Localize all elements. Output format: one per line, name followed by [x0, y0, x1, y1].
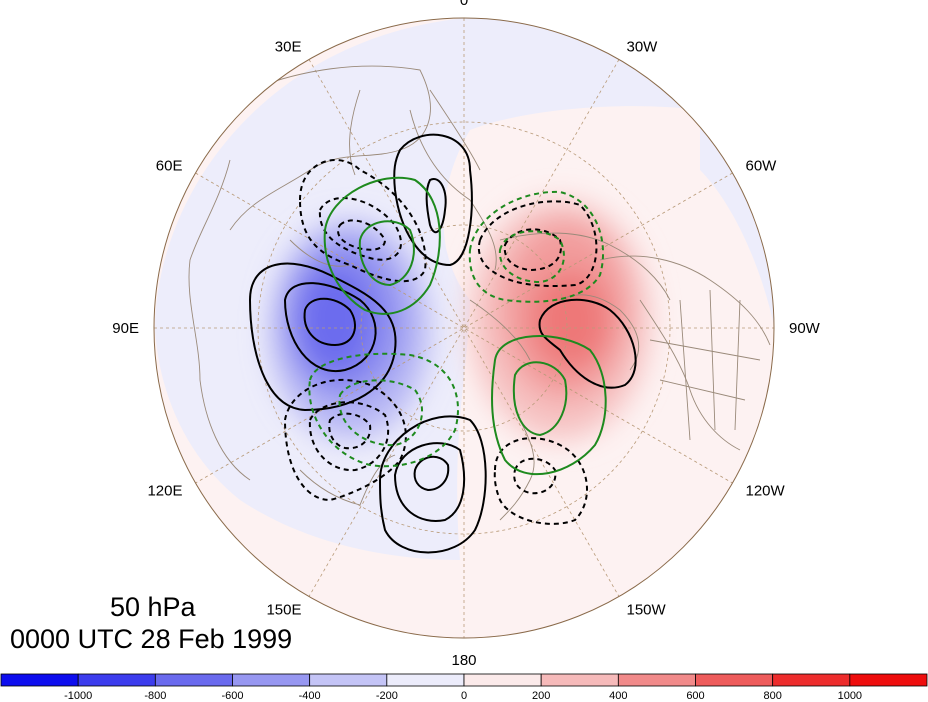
colorbar-box-10 [772, 673, 851, 687]
colorbar-tick-label: -400 [299, 690, 321, 702]
longitude-label-lon-90e: 90E [112, 320, 139, 337]
longitude-label-lon-150e: 150E [266, 602, 301, 619]
colorbar-box-11 [849, 673, 928, 687]
colorbar-box-0 [0, 673, 79, 687]
longitude-label-lon-120e: 120E [147, 483, 182, 500]
longitude-label-lon-90w: 90W [789, 320, 821, 337]
longitude-labels: 0 30W 60W 90W 120W 150W 180 150E 120E 90E 60E 30E [112, 0, 820, 669]
colorbar-box-6 [463, 673, 542, 687]
colorbar-tick-label: -800 [144, 690, 166, 702]
longitude-label-lon-60e: 60E [156, 158, 183, 175]
colorbar-tick-label: -1000 [64, 690, 92, 702]
colorbar-box-4 [309, 673, 388, 687]
colorbar-tick-label: -600 [221, 690, 243, 702]
colorbar-tick-label: 1000 [838, 690, 862, 702]
colorbar-box-1 [77, 673, 156, 687]
colorbar-box-5 [386, 673, 465, 687]
colorbar-tick-label: -200 [376, 690, 398, 702]
polar-map: 0 30W 60W 90W 120W 150W 180 150E 120E 90E 60E 30E [112, 0, 820, 669]
title-time: 0000 UTC 28 Feb 1999 [10, 624, 293, 654]
colorbar-box-7 [540, 673, 619, 687]
coastlines [188, 65, 771, 521]
colorbar-tick-label: 0 [461, 690, 467, 702]
longitude-label-lon-30w: 30W [627, 39, 659, 56]
longitude-label-lon-0: 0 [460, 0, 468, 9]
colorbar-box-3 [232, 673, 311, 687]
graticule [154, 18, 774, 638]
colorbar: -1000 -800 -600 -400 -200 0 200 400 600 800 1000 [0, 673, 928, 702]
colorbar-box-9 [695, 673, 774, 687]
title-level: 50 hPa [110, 592, 196, 622]
map-boundary [153, 17, 775, 639]
colorbar-tick-label: 400 [609, 690, 627, 702]
colorbar-tick-label: 200 [532, 690, 550, 702]
colorbar-box-2 [154, 673, 233, 687]
longitude-label-lon-60w: 60W [746, 158, 778, 175]
longitude-label-lon-120w: 120W [746, 483, 786, 500]
longitude-label-lon-30e: 30E [275, 39, 302, 56]
contours [248, 133, 637, 554]
colorbar-tick-label: 800 [763, 690, 781, 702]
longitude-label-lon-180: 180 [451, 652, 476, 669]
colorbar-box-8 [617, 673, 696, 687]
longitude-label-lon-150w: 150W [627, 602, 667, 619]
colorbar-tick-label: 600 [686, 690, 704, 702]
